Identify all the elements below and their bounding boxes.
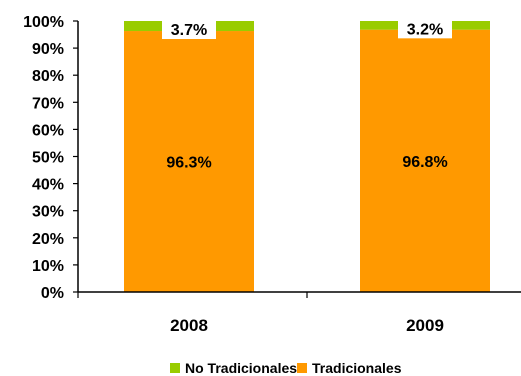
y-tick-label: 30% [32,204,64,221]
x-tick-label: 2009 [406,316,444,335]
bar-segment-tradicionales-2009 [360,29,490,293]
y-tick-label: 100% [23,14,64,31]
legend: No Tradicionales Tradicionales [170,360,402,376]
legend-label: Tradicionales [312,360,402,376]
y-tick-label: 40% [32,177,64,194]
y-tick-label: 0% [41,285,64,302]
legend-label: No Tradicionales [185,360,297,376]
x-tick-label: 2008 [170,316,208,335]
y-tick-label: 10% [32,258,64,275]
data-label: 96.3% [166,155,211,172]
y-tick-label: 90% [32,41,64,58]
bar-segment-tradicionales-2008 [124,31,254,292]
data-label-box [398,18,452,39]
data-label: 96.8% [402,154,447,171]
y-axis: 0% 10% 20% 30% 40% 50% 60% 70% 80% 90% 100% [23,14,79,302]
y-tick-label: 20% [32,231,64,248]
x-axis: 2008 2009 [77,291,521,335]
y-tick-label: 70% [32,95,64,112]
legend-swatch [170,363,180,373]
bars: 96.3% 3.7% 96.8% 3.2% [124,18,490,293]
y-tick-label: 50% [32,150,64,167]
data-label: 3.2% [407,21,443,38]
data-label-box [162,19,216,40]
data-label: 3.7% [171,22,207,39]
y-tick-label: 80% [32,68,64,85]
legend-swatch [297,363,307,373]
y-tick-label: 60% [32,122,64,139]
